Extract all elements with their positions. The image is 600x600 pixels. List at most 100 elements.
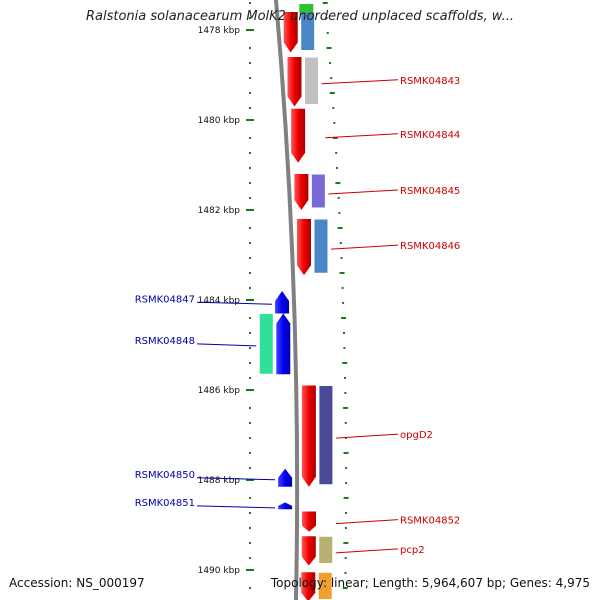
minor-tick <box>333 121 336 124</box>
minor-tick <box>249 136 251 139</box>
tick-label: 1482 kbp <box>198 206 241 216</box>
reverse-gene-arrow[interactable] <box>276 313 291 375</box>
minor-tick <box>330 76 333 79</box>
minor-tick <box>343 406 349 409</box>
minor-tick <box>249 106 251 109</box>
minor-tick <box>335 181 341 184</box>
cog-category-box <box>313 218 329 274</box>
reverse-gene-label[interactable]: RSMK04847 <box>135 294 195 305</box>
forward-gene-arrow[interactable] <box>291 108 306 163</box>
forward-gene-arrow[interactable] <box>301 385 316 487</box>
forward-gene-arrow[interactable] <box>301 572 316 600</box>
genome-summary: Topology: linear; Length: 5,964,607 bp; … <box>270 576 590 590</box>
forward-gene-arrow[interactable] <box>301 536 316 566</box>
minor-tick <box>249 496 251 499</box>
minor-tick <box>249 16 251 19</box>
minor-tick <box>345 466 348 469</box>
minor-tick <box>344 376 347 379</box>
tick-label: 1488 kbp <box>198 476 241 486</box>
page-title: Ralstonia solanacearum MolK2 unordered u… <box>85 9 514 24</box>
reverse-gene-arrow[interactable] <box>275 291 290 314</box>
minor-tick <box>344 421 347 424</box>
minor-tick <box>335 151 338 154</box>
forward-gene-arrow[interactable] <box>294 174 309 210</box>
tick-label: 1478 kbp <box>198 26 241 36</box>
reverse-gene-label[interactable]: RSMK04851 <box>135 498 195 509</box>
minor-tick <box>345 511 348 514</box>
minor-tick <box>343 331 346 334</box>
tick-label: 1480 kbp <box>198 116 241 126</box>
reverse-gene-label[interactable]: RSMK04850 <box>135 470 195 481</box>
minor-tick <box>326 31 329 34</box>
minor-tick <box>249 526 251 529</box>
forward-gene-arrow[interactable] <box>302 511 317 532</box>
label-leader-line <box>335 519 399 525</box>
forward-gene-label[interactable]: RSMK04845 <box>400 186 460 197</box>
label-leader-line <box>196 477 276 481</box>
cog-category-box <box>299 4 314 13</box>
minor-tick <box>344 526 347 529</box>
minor-tick <box>249 316 251 319</box>
minor-tick <box>249 271 251 274</box>
minor-tick <box>249 376 251 379</box>
minor-tick <box>249 61 251 64</box>
minor-tick <box>249 46 251 49</box>
label-leader-line <box>335 548 399 554</box>
forward-gene-label[interactable]: RSMK04846 <box>400 241 460 252</box>
minor-tick <box>249 2 251 4</box>
minor-tick <box>249 406 251 409</box>
minor-tick <box>342 301 345 304</box>
minor-tick <box>342 586 348 589</box>
forward-gene-arrow[interactable] <box>296 219 311 276</box>
minor-tick <box>249 166 251 169</box>
cog-category-box <box>310 173 326 209</box>
minor-tick <box>329 91 335 94</box>
cog-category-box <box>303 56 319 105</box>
forward-gene-label[interactable]: opgD2 <box>400 430 433 441</box>
minor-tick <box>322 2 328 4</box>
forward-gene-label[interactable]: RSMK04852 <box>400 516 460 527</box>
minor-tick <box>344 391 347 394</box>
minor-tick <box>249 241 251 244</box>
minor-tick <box>344 556 347 559</box>
minor-tick <box>340 256 343 259</box>
reverse-gene-arrow[interactable] <box>278 468 293 487</box>
minor-tick <box>249 556 251 559</box>
minor-tick <box>249 196 251 199</box>
minor-tick <box>329 61 332 64</box>
forward-gene-label[interactable]: RSMK04844 <box>400 130 460 141</box>
minor-tick <box>343 451 349 454</box>
forward-gene-label[interactable]: RSMK04843 <box>400 76 460 87</box>
forward-gene-arrow[interactable] <box>287 57 302 107</box>
minor-tick <box>332 136 338 139</box>
accession-text: Accession: NS_000197 <box>9 576 145 590</box>
minor-tick <box>249 511 251 514</box>
reverse-gene-arrow[interactable] <box>278 502 293 510</box>
label-leader-line <box>196 301 273 305</box>
minor-tick <box>249 331 251 334</box>
minor-tick <box>342 361 348 364</box>
cog-category-box <box>318 535 334 564</box>
ruler: 1478 kbp 1480 kbp 1482 kbp 1484 kbp 1486 kbp… <box>198 2 349 589</box>
label-leader-line <box>321 79 399 85</box>
label-leader-line <box>196 505 276 509</box>
forward-gene-label[interactable]: pcp2 <box>400 545 425 556</box>
minor-tick <box>341 286 344 289</box>
label-leader-line <box>330 244 399 250</box>
label-leader-line <box>325 133 399 139</box>
tick-label: 1486 kbp <box>198 386 241 396</box>
reverse-gene-label[interactable]: RSMK04848 <box>135 336 195 347</box>
minor-tick <box>249 436 251 439</box>
minor-tick <box>249 226 251 229</box>
minor-tick <box>332 106 335 109</box>
forward-gene-arrow[interactable] <box>283 12 298 53</box>
label-leader-line <box>335 433 399 439</box>
label-leader-line <box>328 189 399 195</box>
tick-label: 1484 kbp <box>198 296 241 306</box>
minor-tick <box>326 46 332 49</box>
minor-tick <box>343 496 349 499</box>
minor-tick <box>249 541 251 544</box>
minor-tick <box>338 211 341 214</box>
minor-tick <box>345 481 348 484</box>
